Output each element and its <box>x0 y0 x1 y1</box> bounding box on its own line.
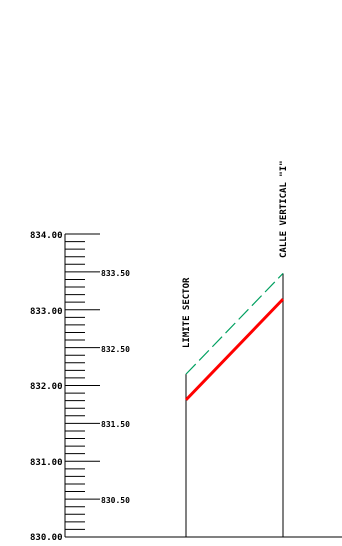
scale-label-832-50: 832.50 <box>101 345 130 354</box>
red-profile-line <box>184 298 285 401</box>
scale-label-834: 834.00 <box>30 231 63 241</box>
scale-label-831-50: 831.50 <box>101 420 130 429</box>
scale-label-833: 833.00 <box>30 307 63 317</box>
scale-label-830-50: 830.50 <box>101 496 130 505</box>
limite-sector-label: LIMITE SECTOR <box>182 277 192 348</box>
scale-ticks <box>65 233 100 538</box>
scale-label-831: 831.00 <box>30 458 63 468</box>
scale-label-830: 830.00 <box>30 533 63 543</box>
calle-vertical-label: CALLE VERTICAL "I" <box>279 160 289 258</box>
green-dashed-profile-line <box>185 272 284 375</box>
scale-label-833-50: 833.50 <box>101 269 130 278</box>
scale-label-832: 832.00 <box>30 382 63 392</box>
